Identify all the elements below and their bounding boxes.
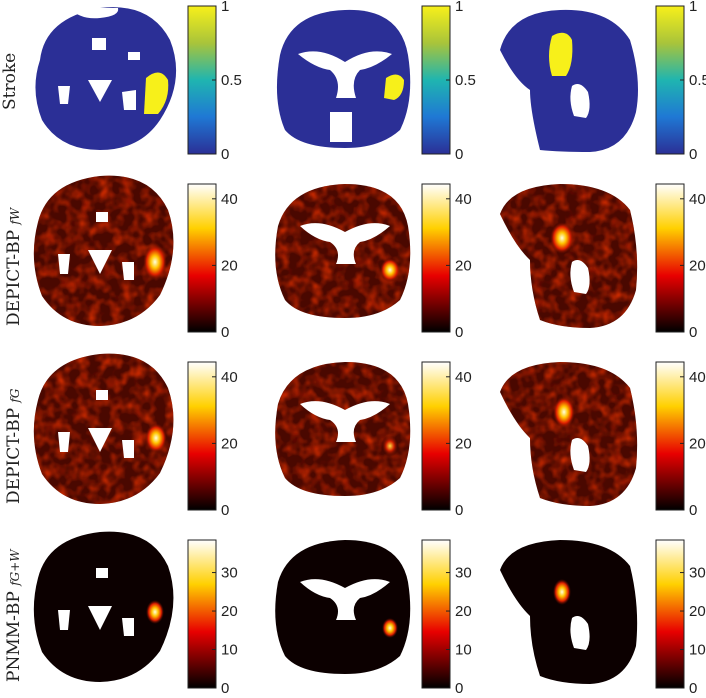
colorbar-tick-label: 30 [221,565,238,582]
colorbar-tick-label: 0.5 [221,72,242,89]
fg-slice-2 [275,362,411,496]
pnmm-slice-3 [500,540,638,684]
colorbar-tick-label: 0 [455,502,463,519]
row-label-3-sub: fG [8,388,22,403]
row-label-2: DEPICT-BP fW [4,186,24,326]
colorbar-tick-label: 20 [455,435,472,452]
colorbar-r4-c1 [187,539,217,689]
colorbar-tick-label: 1 [689,0,697,15]
colorbar-tick-label: 40 [689,191,706,208]
colorbar-r2-c3 [655,183,685,333]
fw-slice-2 [275,184,411,318]
colorbar-tick-label: 20 [689,435,706,452]
colorbar-tick-label: 40 [221,191,238,208]
colorbars: 1 0.5 0 1 0.5 0 1 0.5 0 40 20 0 40 20 0 40 20 0 40 20 0 40 20 0… [187,0,706,697]
stroke-slice-2 [276,9,411,149]
colorbar-tick-label: 0 [689,680,697,697]
colorbar-tick-label: 20 [221,435,238,452]
stroke-slice-1 [35,7,177,150]
fw-slice-3 [500,184,638,328]
fg-slice-1 [33,353,174,504]
row-label-2-sub: fW [8,207,22,225]
colorbar-tick-label: 10 [221,642,238,659]
colorbar-tick-label: 20 [689,603,706,620]
colorbar-tick-label: 40 [689,369,706,386]
colorbar-r1-c2 [421,5,451,155]
row-label-3: DEPICT-BP fG [4,364,24,504]
colorbar-tick-label: 20 [221,257,238,274]
row-label-4: PNMM-BP fG+W [4,542,24,682]
colorbar-tick-label: 40 [455,369,472,386]
row-depict-fg [33,353,638,506]
colorbar-tick-label: 0 [455,680,463,697]
row-label-1: Stroke [0,50,20,110]
row-label-4-text: PNMM-BP [4,585,24,682]
colorbar-r2-c1 [187,183,217,333]
colorbar-tick-label: 0 [689,324,697,341]
fw-slice-1 [33,175,174,326]
colorbar-tick-label: 0 [455,146,463,163]
pnmm-slice-2 [275,540,411,674]
colorbar-tick-label: 1 [455,0,463,15]
colorbar-tick-label: 1 [221,0,229,15]
row-label-2-text: DEPICT-BP [4,224,24,326]
colorbar-tick-label: 0 [221,324,229,341]
colorbar-tick-label: 0.5 [689,72,706,89]
colorbar-tick-label: 30 [455,565,472,582]
pnmm-slice-1 [33,531,174,682]
colorbar-tick-label: 0 [221,146,229,163]
colorbar-tick-label: 20 [221,603,238,620]
colorbar-r4-c2 [421,539,451,689]
row-depict-fw [33,175,638,328]
colorbar-r3-c2 [421,361,451,511]
colorbar-tick-label: 40 [455,191,472,208]
colorbar-tick-label: 0 [221,502,229,519]
colorbar-r1-c3 [655,5,685,155]
colorbar-tick-label: 20 [689,257,706,274]
colorbar-tick-label: 0 [689,146,697,163]
colorbar-tick-label: 0 [689,502,697,519]
colorbar-tick-label: 0.5 [455,72,476,89]
colorbar-tick-label: 20 [455,257,472,274]
fg-slice-3 [500,362,638,506]
colorbar-tick-label: 30 [689,565,706,582]
row-stroke [35,7,638,152]
colorbar-tick-label: 40 [221,369,238,386]
colorbar-r1-c1 [187,5,217,155]
stroke-slice-3 [500,9,638,152]
colorbar-tick-label: 20 [455,603,472,620]
row-pnmm [33,531,638,684]
colorbar-tick-label: 0 [221,680,229,697]
colorbar-r3-c1 [187,361,217,511]
row-label-1-text: Stroke [0,52,20,110]
colorbar-r4-c3 [655,539,685,689]
row-label-3-text: DEPICT-BP [4,402,24,504]
row-label-4-sub: fG+W [8,549,22,586]
colorbar-tick-label: 10 [455,642,472,659]
colorbar-tick-label: 0 [455,324,463,341]
colorbar-r2-c2 [421,183,451,333]
colorbar-r3-c3 [655,361,685,511]
colorbar-tick-label: 10 [689,642,706,659]
